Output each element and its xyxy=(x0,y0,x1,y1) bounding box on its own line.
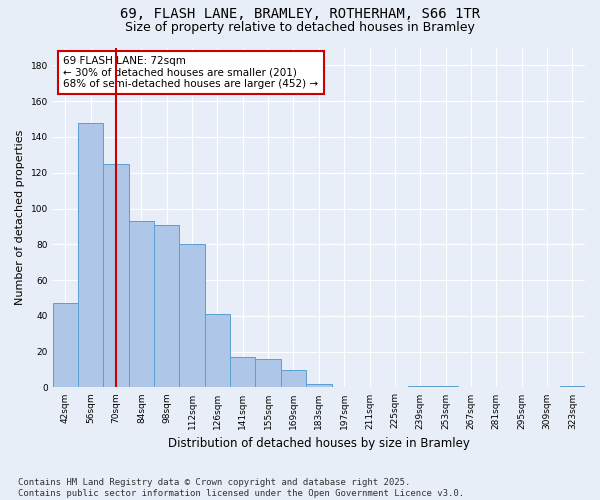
Bar xyxy=(306,384,332,388)
Bar xyxy=(256,359,281,388)
Text: Size of property relative to detached houses in Bramley: Size of property relative to detached ho… xyxy=(125,21,475,34)
Bar xyxy=(433,386,458,388)
Bar xyxy=(53,304,78,388)
Text: Contains HM Land Registry data © Crown copyright and database right 2025.
Contai: Contains HM Land Registry data © Crown c… xyxy=(18,478,464,498)
Bar xyxy=(281,370,306,388)
Bar xyxy=(205,314,230,388)
Bar xyxy=(179,244,205,388)
Bar xyxy=(407,386,433,388)
Bar xyxy=(154,224,179,388)
X-axis label: Distribution of detached houses by size in Bramley: Distribution of detached houses by size … xyxy=(168,437,470,450)
Text: 69, FLASH LANE, BRAMLEY, ROTHERHAM, S66 1TR: 69, FLASH LANE, BRAMLEY, ROTHERHAM, S66 … xyxy=(120,8,480,22)
Bar xyxy=(129,221,154,388)
Bar xyxy=(230,357,256,388)
Y-axis label: Number of detached properties: Number of detached properties xyxy=(15,130,25,305)
Bar xyxy=(103,164,129,388)
Bar xyxy=(560,386,585,388)
Bar xyxy=(78,122,103,388)
Text: 69 FLASH LANE: 72sqm
← 30% of detached houses are smaller (201)
68% of semi-deta: 69 FLASH LANE: 72sqm ← 30% of detached h… xyxy=(64,56,319,89)
